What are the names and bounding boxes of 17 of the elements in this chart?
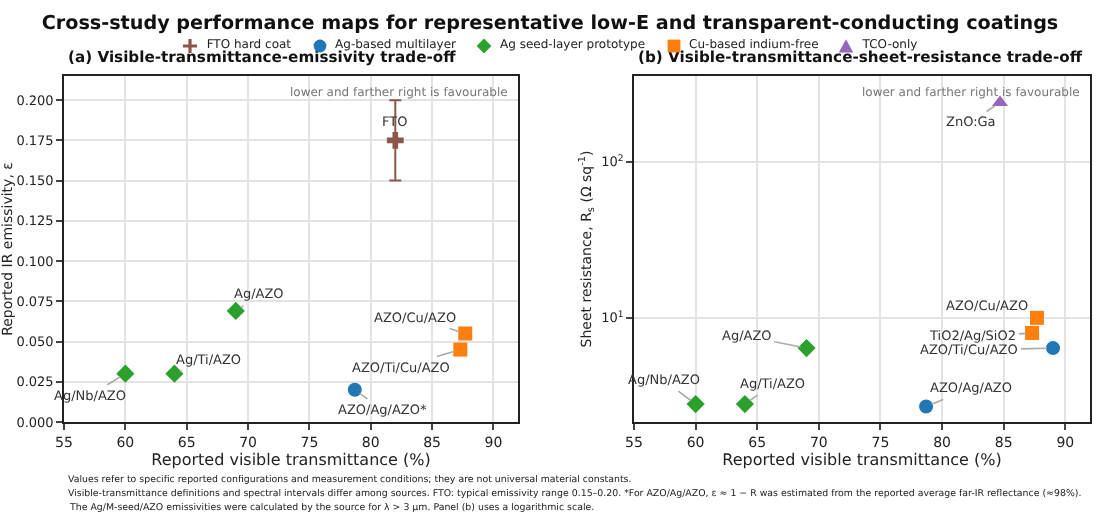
point [1046,341,1061,356]
point [226,301,245,321]
point [686,395,705,414]
point [1025,325,1040,340]
chart-title: Cross-study performance maps for representative low-E and transparent-conducting coatings [41,12,1059,35]
point [919,399,934,414]
x-axis-title: Reported visible transmittance (%) [151,450,431,469]
point [1030,310,1044,325]
point [458,326,473,341]
x-axis-title: Reported visible transmittance (%) [722,450,1002,469]
point [165,364,184,383]
point [116,364,135,383]
point [386,131,404,149]
point [453,342,468,357]
point [735,395,755,414]
point [347,382,362,397]
point [797,339,816,358]
